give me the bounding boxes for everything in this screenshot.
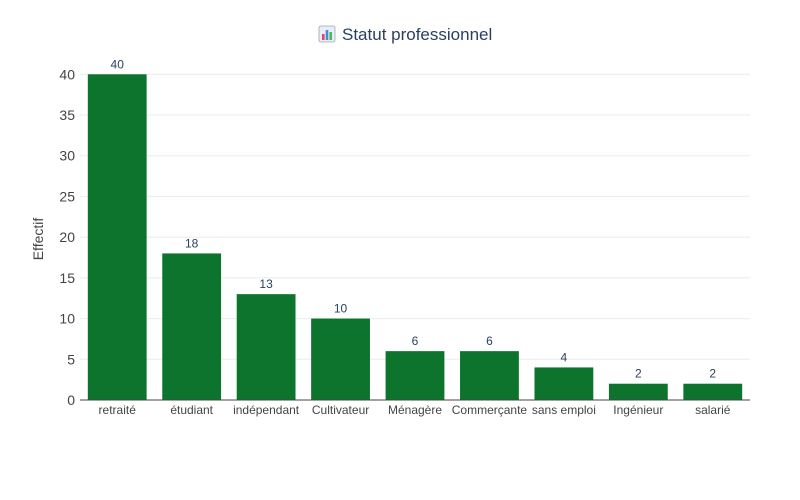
y-tick-label: 25 <box>59 188 75 204</box>
data-label: 18 <box>185 236 199 250</box>
bar-sans emploi[interactable] <box>534 367 594 400</box>
bar-Ingénieur[interactable] <box>608 383 668 400</box>
x-tick-label: retraité <box>99 403 137 417</box>
y-tick-label: 10 <box>59 311 75 327</box>
x-tick-label: Cultivateur <box>312 403 369 417</box>
x-tick-label: étudiant <box>170 403 213 417</box>
y-tick-label: 30 <box>59 148 75 164</box>
bar-indépendant[interactable] <box>236 294 296 400</box>
chart-title-group: Statut professionnel <box>318 25 492 44</box>
x-axis-ticks: retraité étudiant indépendant Cultivateur Mé… <box>99 403 731 417</box>
x-tick-label: Ménagère <box>388 403 442 417</box>
x-tick-label: salarié <box>695 403 731 417</box>
data-label: 6 <box>486 334 493 348</box>
chart-title: Statut professionnel <box>342 25 492 44</box>
x-tick-label: Commerçante <box>452 403 528 417</box>
data-label: 2 <box>635 367 642 381</box>
data-label: 13 <box>259 277 273 291</box>
data-label: 40 <box>111 57 125 71</box>
bar-retraité[interactable] <box>87 74 147 401</box>
y-tick-label: 5 <box>67 351 75 367</box>
data-label: 10 <box>334 302 348 316</box>
data-label: 2 <box>709 367 716 381</box>
bar-chart-emoji-icon <box>318 25 336 43</box>
y-tick-label: 0 <box>67 392 75 408</box>
x-tick-label: Ingénieur <box>613 403 663 417</box>
y-axis-title: Effectif <box>30 218 46 261</box>
y-tick-label: 35 <box>59 107 75 123</box>
bar-étudiant[interactable] <box>162 253 222 400</box>
x-tick-label: indépendant <box>233 403 300 417</box>
data-labels: 40 18 13 10 6 6 4 2 2 <box>111 57 717 380</box>
y-tick-label: 40 <box>59 66 75 82</box>
y-tick-label: 20 <box>59 229 75 245</box>
bar-Cultivateur[interactable] <box>311 318 370 400</box>
bars <box>87 74 743 401</box>
bar-Ménagère[interactable] <box>385 351 445 400</box>
bar-salarié[interactable] <box>683 383 743 400</box>
y-tick-label: 15 <box>59 270 75 286</box>
x-tick-label: sans emploi <box>532 403 596 417</box>
bar-Commerçante[interactable] <box>460 351 519 400</box>
data-label: 6 <box>412 334 419 348</box>
data-label: 4 <box>561 350 568 364</box>
y-axis-ticks: 0 5 10 15 20 25 30 35 40 <box>59 66 75 408</box>
